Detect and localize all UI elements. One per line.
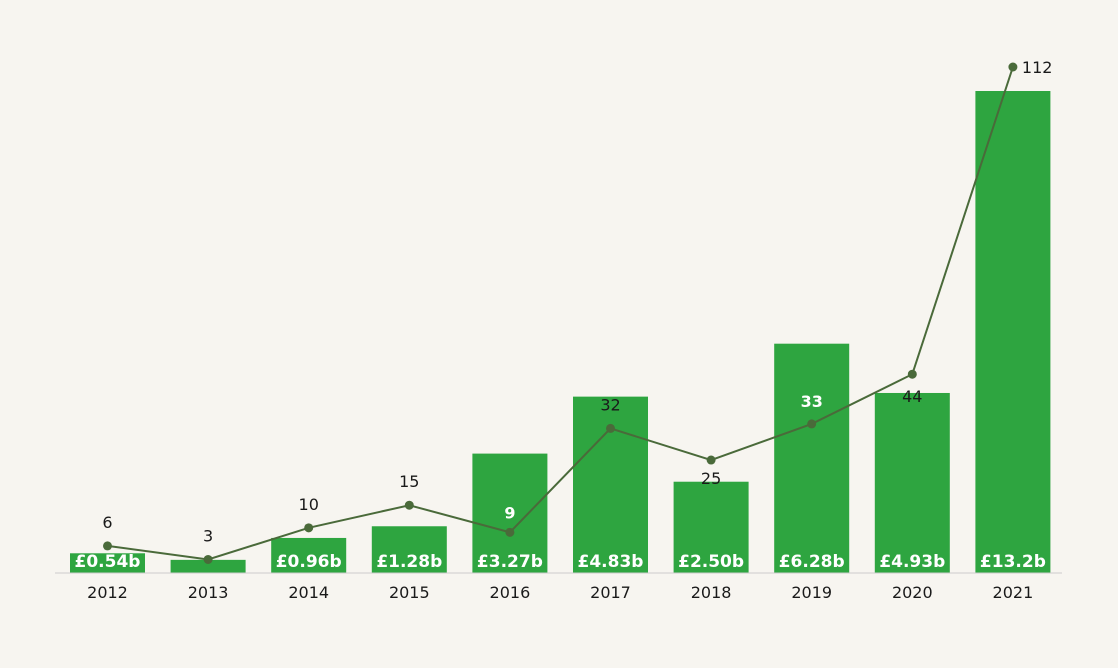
x-tick-label: 2013 (188, 583, 229, 602)
line-value-label: 15 (399, 472, 419, 491)
line-value-label: 10 (299, 495, 319, 514)
line-point (404, 500, 414, 510)
x-tick-label: 2014 (288, 583, 329, 602)
x-tick-label: 2021 (993, 583, 1034, 602)
bar-value-label: £2.50b (678, 552, 744, 572)
line-point (505, 527, 515, 537)
line-value-label: 6 (102, 513, 112, 532)
x-tick-label: 2018 (691, 583, 732, 602)
bars-group (70, 91, 1051, 573)
bar-2017 (573, 396, 648, 573)
x-tick-label: 2016 (490, 583, 531, 602)
bar-2018 (673, 481, 749, 573)
line-points (103, 62, 1018, 564)
bar-2015 (371, 526, 447, 573)
x-tick-label: 2015 (389, 583, 430, 602)
x-axis-tick-labels: 2012 2013 2014 2015 2016 2017 2018 2019 2020 2021 (87, 583, 1033, 602)
bar-2020 (874, 392, 950, 573)
x-tick-label: 2017 (590, 583, 631, 602)
line-point (203, 554, 213, 564)
line-value-label: 9 (504, 503, 515, 522)
bar-value-labels: £0.54b £0.96b £1.28b £3.27b £4.83b £2.50b £6.2… (75, 552, 1046, 572)
line-point (606, 423, 615, 433)
bar-2012 (70, 553, 145, 573)
line-value-label: 25 (701, 469, 721, 488)
deal-count-line (107, 66, 1014, 561)
bar-2021 (975, 91, 1051, 573)
line-value-label: 3 (203, 526, 213, 545)
bar-value-label: £13.2b (980, 552, 1046, 572)
bar-value-label: £4.83b (578, 552, 644, 572)
line-point (907, 369, 917, 379)
line-value-label: 32 (600, 395, 620, 414)
bar-2014 (271, 537, 347, 573)
bar-value-label: £0.54b (75, 552, 141, 572)
line-value-label: 44 (902, 387, 922, 406)
x-tick-label: 2020 (892, 583, 933, 602)
bar-value-label: £0.96b (276, 552, 342, 572)
bar-value-label: £1.28b (376, 552, 442, 572)
x-tick-label: 2012 (87, 583, 128, 602)
line-value-label: 33 (801, 392, 823, 411)
bar-value-label: £6.28b (779, 552, 845, 572)
bar-value-label: £3.27b (477, 552, 543, 572)
bar-2019 (774, 343, 850, 573)
line-point (1008, 62, 1018, 72)
line-value-label: 112 (1022, 58, 1053, 77)
line-point (103, 541, 112, 551)
line-point (807, 419, 817, 429)
line-value-labels: 6 3 10 15 9 32 25 33 44 112 (102, 58, 1052, 545)
line-point (304, 523, 314, 533)
line-point (706, 455, 716, 465)
bar-2013 (170, 559, 246, 573)
bar-value-label: £4.93b (879, 552, 945, 572)
x-tick-label: 2019 (791, 583, 832, 602)
bar-2016 (472, 453, 548, 573)
